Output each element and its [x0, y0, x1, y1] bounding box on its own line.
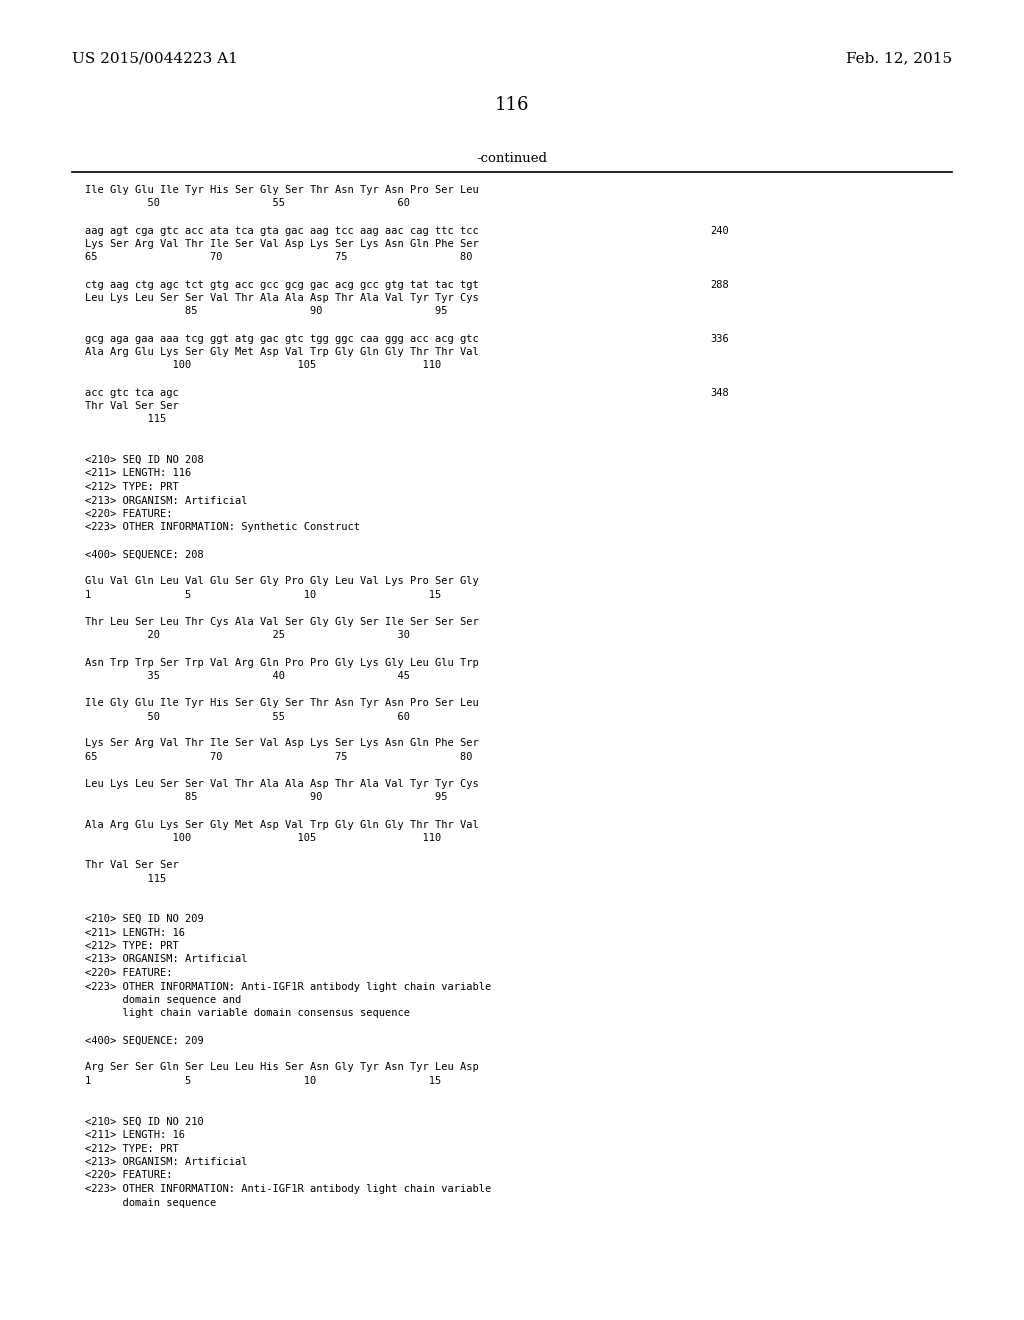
Text: 115: 115 [85, 874, 166, 883]
Text: gcg aga gaa aaa tcg ggt atg gac gtc tgg ggc caa ggg acc acg gtc: gcg aga gaa aaa tcg ggt atg gac gtc tgg … [85, 334, 479, 343]
Text: Ile Gly Glu Ile Tyr His Ser Gly Ser Thr Asn Tyr Asn Pro Ser Leu: Ile Gly Glu Ile Tyr His Ser Gly Ser Thr … [85, 185, 479, 195]
Text: <223> OTHER INFORMATION: Anti-IGF1R antibody light chain variable: <223> OTHER INFORMATION: Anti-IGF1R anti… [85, 1184, 492, 1195]
Text: <210> SEQ ID NO 208: <210> SEQ ID NO 208 [85, 455, 204, 465]
Text: 1               5                  10                  15: 1 5 10 15 [85, 590, 441, 601]
Text: 115: 115 [85, 414, 166, 425]
Text: <220> FEATURE:: <220> FEATURE: [85, 968, 172, 978]
Text: domain sequence: domain sequence [85, 1197, 216, 1208]
Text: 65                  70                  75                  80: 65 70 75 80 [85, 252, 472, 263]
Text: 116: 116 [495, 96, 529, 114]
Text: <212> TYPE: PRT: <212> TYPE: PRT [85, 1143, 179, 1154]
Text: Thr Val Ser Ser: Thr Val Ser Ser [85, 861, 179, 870]
Text: Ala Arg Glu Lys Ser Gly Met Asp Val Trp Gly Gln Gly Thr Thr Val: Ala Arg Glu Lys Ser Gly Met Asp Val Trp … [85, 347, 479, 356]
Text: 85                  90                  95: 85 90 95 [85, 306, 447, 317]
Text: 50                  55                  60: 50 55 60 [85, 198, 410, 209]
Text: Thr Val Ser Ser: Thr Val Ser Ser [85, 401, 179, 411]
Text: <223> OTHER INFORMATION: Anti-IGF1R antibody light chain variable: <223> OTHER INFORMATION: Anti-IGF1R anti… [85, 982, 492, 991]
Text: <223> OTHER INFORMATION: Synthetic Construct: <223> OTHER INFORMATION: Synthetic Const… [85, 523, 360, 532]
Text: 85                  90                  95: 85 90 95 [85, 792, 447, 803]
Text: light chain variable domain consensus sequence: light chain variable domain consensus se… [85, 1008, 410, 1019]
Text: <400> SEQUENCE: 209: <400> SEQUENCE: 209 [85, 1035, 204, 1045]
Text: domain sequence and: domain sequence and [85, 995, 242, 1005]
Text: Ile Gly Glu Ile Tyr His Ser Gly Ser Thr Asn Tyr Asn Pro Ser Leu: Ile Gly Glu Ile Tyr His Ser Gly Ser Thr … [85, 698, 479, 708]
Text: <213> ORGANISM: Artificial: <213> ORGANISM: Artificial [85, 1158, 248, 1167]
Text: <210> SEQ ID NO 210: <210> SEQ ID NO 210 [85, 1117, 204, 1126]
Text: Lys Ser Arg Val Thr Ile Ser Val Asp Lys Ser Lys Asn Gln Phe Ser: Lys Ser Arg Val Thr Ile Ser Val Asp Lys … [85, 738, 479, 748]
Text: Lys Ser Arg Val Thr Ile Ser Val Asp Lys Ser Lys Asn Gln Phe Ser: Lys Ser Arg Val Thr Ile Ser Val Asp Lys … [85, 239, 479, 249]
Text: <213> ORGANISM: Artificial: <213> ORGANISM: Artificial [85, 954, 248, 965]
Text: 240: 240 [710, 226, 729, 235]
Text: <213> ORGANISM: Artificial: <213> ORGANISM: Artificial [85, 495, 248, 506]
Text: Arg Ser Ser Gln Ser Leu Leu His Ser Asn Gly Tyr Asn Tyr Leu Asp: Arg Ser Ser Gln Ser Leu Leu His Ser Asn … [85, 1063, 479, 1072]
Text: <212> TYPE: PRT: <212> TYPE: PRT [85, 941, 179, 950]
Text: Asn Trp Trp Ser Trp Val Arg Gln Pro Pro Gly Lys Gly Leu Glu Trp: Asn Trp Trp Ser Trp Val Arg Gln Pro Pro … [85, 657, 479, 668]
Text: <400> SEQUENCE: 208: <400> SEQUENCE: 208 [85, 549, 204, 560]
Text: Ala Arg Glu Lys Ser Gly Met Asp Val Trp Gly Gln Gly Thr Thr Val: Ala Arg Glu Lys Ser Gly Met Asp Val Trp … [85, 820, 479, 829]
Text: -continued: -continued [476, 152, 548, 165]
Text: Leu Lys Leu Ser Ser Val Thr Ala Ala Asp Thr Ala Val Tyr Tyr Cys: Leu Lys Leu Ser Ser Val Thr Ala Ala Asp … [85, 779, 479, 789]
Text: <210> SEQ ID NO 209: <210> SEQ ID NO 209 [85, 913, 204, 924]
Text: ctg aag ctg agc tct gtg acc gcc gcg gac acg gcc gtg tat tac tgt: ctg aag ctg agc tct gtg acc gcc gcg gac … [85, 280, 479, 289]
Text: <211> LENGTH: 16: <211> LENGTH: 16 [85, 1130, 185, 1140]
Text: 336: 336 [710, 334, 729, 343]
Text: aag agt cga gtc acc ata tca gta gac aag tcc aag aac cag ttc tcc: aag agt cga gtc acc ata tca gta gac aag … [85, 226, 479, 235]
Text: <211> LENGTH: 116: <211> LENGTH: 116 [85, 469, 191, 479]
Text: 35                  40                  45: 35 40 45 [85, 671, 410, 681]
Text: <212> TYPE: PRT: <212> TYPE: PRT [85, 482, 179, 492]
Text: 1               5                  10                  15: 1 5 10 15 [85, 1076, 441, 1086]
Text: <211> LENGTH: 16: <211> LENGTH: 16 [85, 928, 185, 937]
Text: 65                  70                  75                  80: 65 70 75 80 [85, 752, 472, 762]
Text: 100                 105                 110: 100 105 110 [85, 833, 441, 843]
Text: 20                  25                  30: 20 25 30 [85, 631, 410, 640]
Text: acc gtc tca agc: acc gtc tca agc [85, 388, 179, 397]
Text: 348: 348 [710, 388, 729, 397]
Text: 100                 105                 110: 100 105 110 [85, 360, 441, 371]
Text: <220> FEATURE:: <220> FEATURE: [85, 1171, 172, 1180]
Text: Glu Val Gln Leu Val Glu Ser Gly Pro Gly Leu Val Lys Pro Ser Gly: Glu Val Gln Leu Val Glu Ser Gly Pro Gly … [85, 577, 479, 586]
Text: 50                  55                  60: 50 55 60 [85, 711, 410, 722]
Text: Thr Leu Ser Leu Thr Cys Ala Val Ser Gly Gly Ser Ile Ser Ser Ser: Thr Leu Ser Leu Thr Cys Ala Val Ser Gly … [85, 616, 479, 627]
Text: <220> FEATURE:: <220> FEATURE: [85, 510, 172, 519]
Text: US 2015/0044223 A1: US 2015/0044223 A1 [72, 51, 238, 65]
Text: Feb. 12, 2015: Feb. 12, 2015 [846, 51, 952, 65]
Text: Leu Lys Leu Ser Ser Val Thr Ala Ala Asp Thr Ala Val Tyr Tyr Cys: Leu Lys Leu Ser Ser Val Thr Ala Ala Asp … [85, 293, 479, 304]
Text: 288: 288 [710, 280, 729, 289]
